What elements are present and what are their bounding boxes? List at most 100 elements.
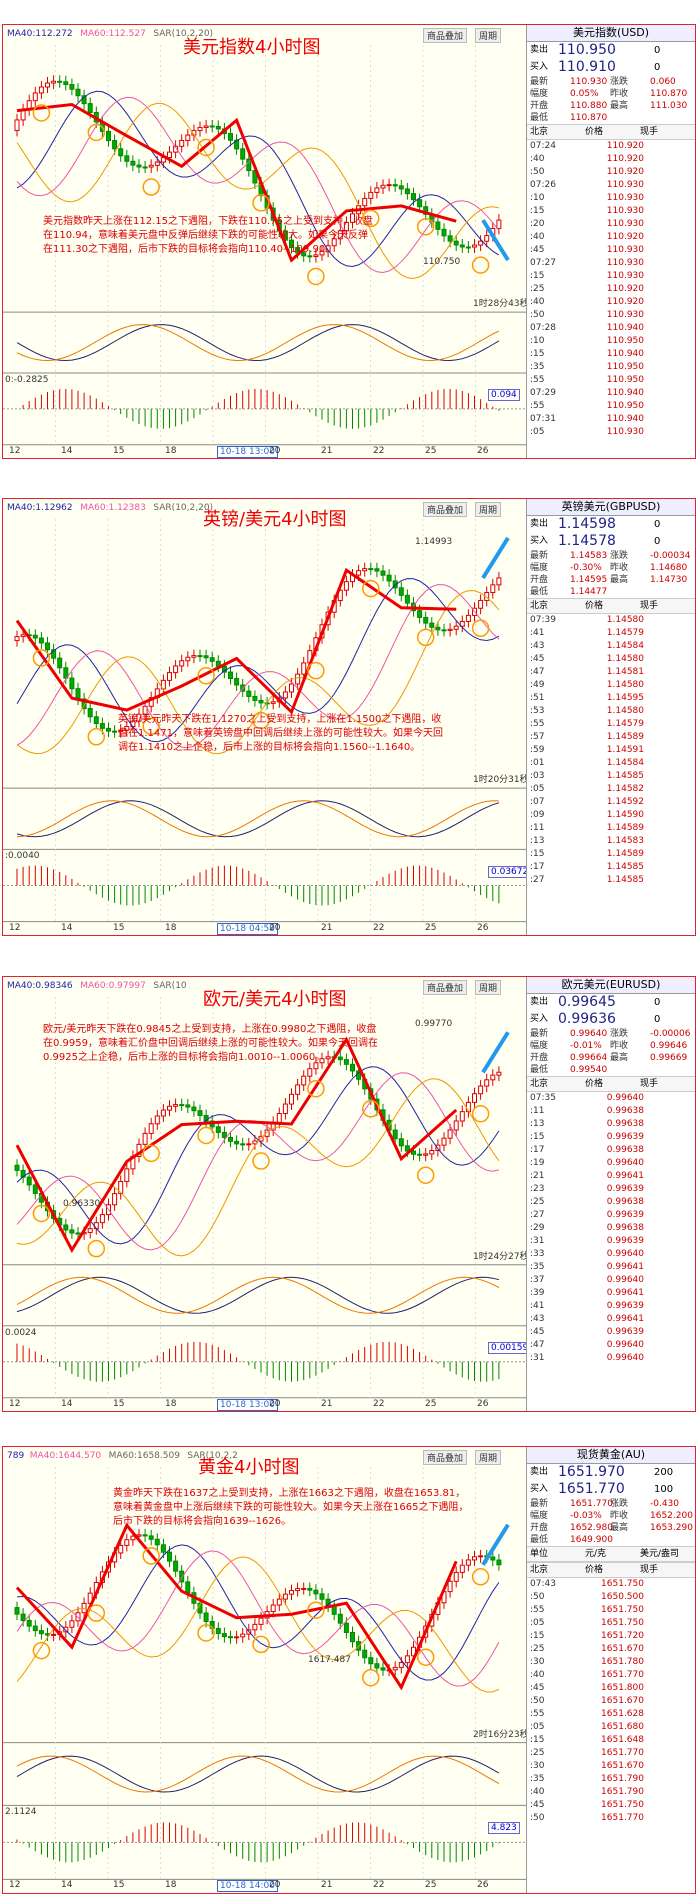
tick-cell: :47 — [530, 1340, 545, 1350]
quote-vol: 0 — [654, 519, 661, 530]
x-label: 26 — [477, 1880, 489, 1891]
tick-cell: 1651.628 — [601, 1709, 644, 1719]
btn-toolbar[interactable]: 周期 — [475, 1450, 502, 1465]
candle-body — [362, 197, 368, 207]
candle-body — [301, 252, 307, 257]
tick-row: :55 110.950 — [527, 400, 695, 413]
candle-body — [106, 727, 111, 732]
candle-body — [203, 655, 209, 659]
candle-body — [167, 672, 172, 681]
tick-row: :33 0.99640 — [527, 1248, 695, 1261]
tick-cell: :13 — [530, 836, 545, 846]
tick-row: 07:39 1.14580 — [527, 614, 695, 627]
quote-name: 欧元美元(EURUSD) — [527, 977, 695, 994]
candle-body — [447, 1129, 453, 1139]
candle-body — [45, 82, 50, 88]
tick-cell: 0.99640 — [606, 1353, 644, 1363]
pivot-circle — [197, 1126, 215, 1145]
candle-body — [337, 1056, 343, 1061]
candle-body — [69, 1229, 75, 1234]
candle-body — [331, 238, 337, 247]
candle-body — [112, 730, 118, 733]
candle-body — [32, 634, 38, 639]
stat-cell: 最新 — [530, 1499, 549, 1509]
candle-body — [185, 134, 191, 141]
candle-body — [398, 1662, 404, 1668]
candle-body — [350, 1631, 355, 1643]
btn-toolbar[interactable]: 周期 — [475, 28, 502, 43]
quote-price: 110.910 — [558, 59, 616, 75]
tick-cell: 0.99639 — [606, 1210, 644, 1220]
candle-body — [93, 716, 99, 725]
tick-row: :39 0.99641 — [527, 1287, 695, 1300]
btn-toolbar[interactable]: 商品叠加 — [423, 1450, 468, 1465]
tick-cell: :23 — [530, 1184, 545, 1194]
candle-body — [81, 698, 87, 709]
tick-row: :35 1651.790 — [527, 1773, 695, 1786]
btn-toolbar[interactable]: 商品叠加 — [423, 980, 468, 995]
tick-cell: :45 — [530, 245, 545, 255]
tick-row: :57 1.14589 — [527, 731, 695, 744]
chart-panel: 789 MA40:1644.570 MA60:1658.509 SAR(10,2,2 黄… — [2, 1446, 696, 1894]
candle-body — [173, 665, 179, 674]
tick-cell: :15 — [530, 1631, 545, 1641]
countdown: 1时24分27秒 — [473, 1251, 529, 1262]
macd-value: 4.823 — [488, 1822, 520, 1835]
candle-body — [51, 80, 57, 84]
tick-cell: :31 — [530, 1236, 545, 1246]
countdown: 2时16分23秒 — [473, 1729, 529, 1740]
candle-body — [179, 139, 185, 147]
column-name: 现手 — [640, 127, 659, 137]
tick-cell: :25 — [530, 1197, 545, 1207]
candle-body — [484, 235, 490, 242]
tick-row: 07:27 110.930 — [527, 257, 695, 270]
quote-price: 0.99636 — [558, 1011, 616, 1027]
tick-cell: 1.14580 — [606, 680, 644, 690]
x-label: 15 — [113, 922, 125, 933]
pivot-circle — [362, 1668, 380, 1687]
stat-cell: 幅度 — [530, 1041, 549, 1051]
tick-row: :05 1651.680 — [527, 1721, 695, 1734]
tick-row: :15 110.930 — [527, 205, 695, 218]
candle-body — [252, 1140, 258, 1145]
tick-cell: 1650.500 — [601, 1592, 644, 1602]
tick-cell: 0.99639 — [606, 1184, 644, 1194]
tick-cell: 0.99639 — [606, 1132, 644, 1142]
candle-body — [264, 1129, 270, 1137]
x-label: 18 — [165, 1398, 177, 1409]
stat-row: 最新 1.14583 涨跌 -0.00034 — [527, 550, 695, 562]
tick-cell: 1651.648 — [601, 1735, 644, 1745]
stat-cell: -0.00006 — [650, 1029, 691, 1039]
stat-row: 幅度 -0.03% 昨收 1652.200 — [527, 1510, 695, 1522]
tick-cell: :40 — [530, 1787, 545, 1797]
candle-body — [191, 655, 197, 658]
tick-row: :17 1.14585 — [527, 861, 695, 874]
tick-cell: :05 — [530, 784, 545, 794]
pivot-circle — [32, 649, 51, 667]
btn-toolbar[interactable]: 周期 — [475, 502, 502, 517]
column-name: 现手 — [640, 601, 659, 611]
tick-row: :31 0.99639 — [527, 1235, 695, 1248]
tick-cell: :45 — [530, 654, 545, 664]
tick-cell: 1.14585 — [606, 862, 644, 872]
btn-toolbar[interactable]: 周期 — [475, 980, 502, 995]
pivot-circle — [87, 728, 106, 746]
quote-sell: 卖出 0.99645 0 — [527, 994, 695, 1011]
candle-body — [453, 1120, 459, 1131]
stat-cell: 开盘 — [530, 575, 549, 585]
tick-cell: :25 — [530, 1644, 545, 1654]
tick-cell: 1.14583 — [606, 836, 644, 846]
candle-body — [417, 199, 423, 208]
candle-body — [57, 657, 63, 669]
candle-body — [142, 1534, 148, 1537]
btn-toolbar[interactable]: 商品叠加 — [423, 28, 468, 43]
candle-body — [289, 239, 294, 249]
tick-cell: 1651.750 — [601, 1800, 644, 1810]
candle-body — [246, 1143, 252, 1146]
stat-cell: 1.14730 — [650, 575, 688, 585]
countdown: 1时20分31秒 — [473, 775, 529, 786]
candle-body — [20, 1613, 26, 1621]
quote-sell: 卖出 1.14598 0 — [527, 516, 695, 533]
candle-body — [392, 1666, 398, 1671]
btn-toolbar[interactable]: 商品叠加 — [423, 502, 468, 517]
